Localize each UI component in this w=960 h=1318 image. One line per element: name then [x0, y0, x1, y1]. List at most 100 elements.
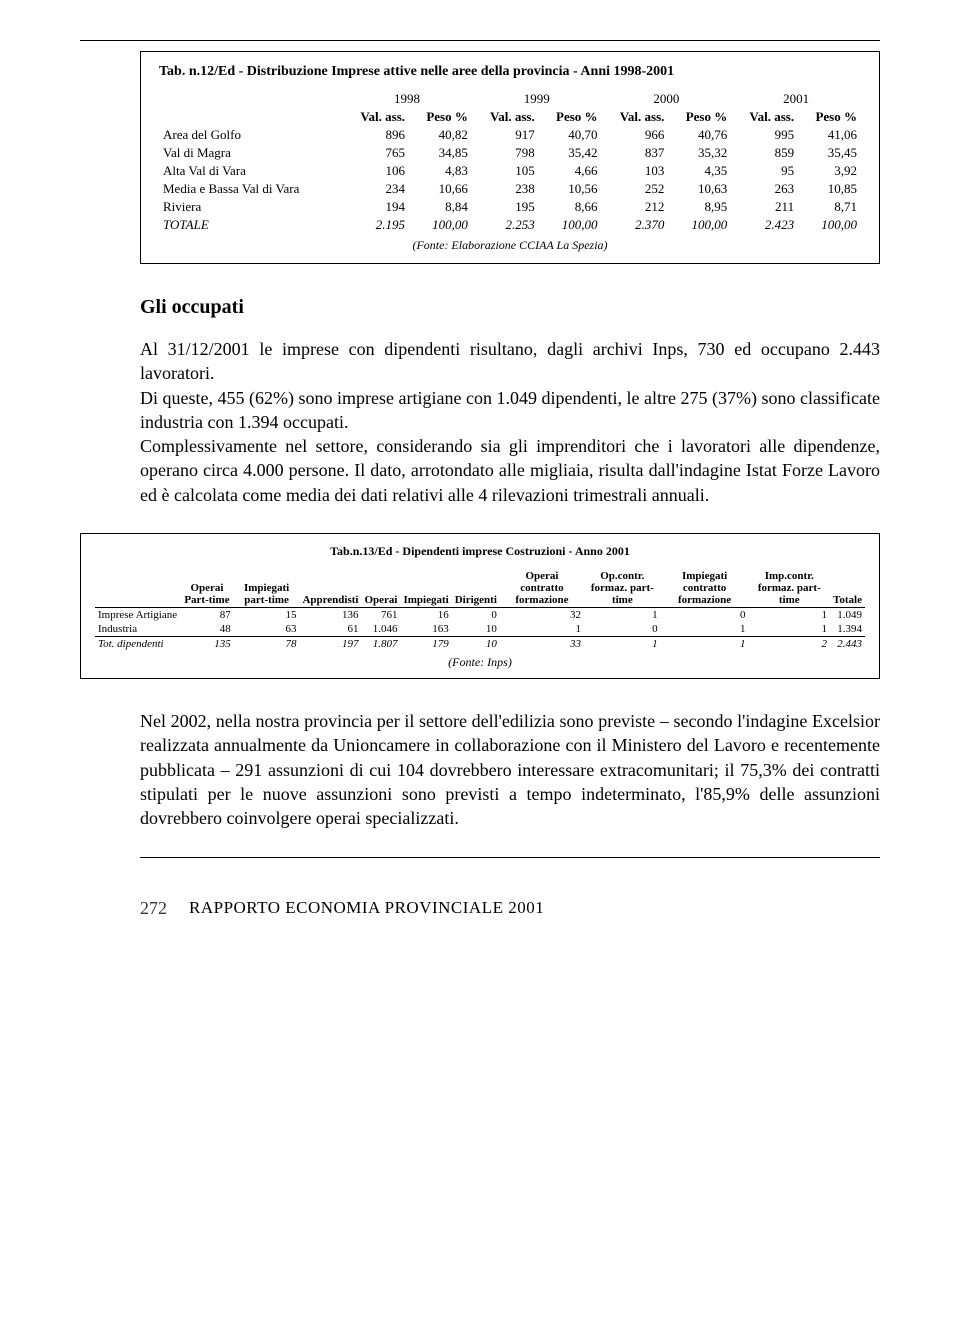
cell: 917 [472, 126, 539, 144]
cell: 238 [472, 180, 539, 198]
cell: 966 [602, 126, 669, 144]
cell: 0 [452, 608, 500, 623]
cell: 1.394 [830, 622, 865, 637]
cell: 761 [361, 608, 400, 623]
cell: 87 [180, 608, 234, 623]
cell: 3,92 [798, 162, 861, 180]
page-number: 272 [140, 898, 167, 919]
row-label: Area del Golfo [159, 126, 342, 144]
top-rule [80, 40, 880, 41]
table-row: Area del Golfo89640,8291740,7096640,7699… [159, 126, 861, 144]
table-row-total: TOTALE 2.195 100,00 2.253 100,00 2.370 1… [159, 216, 861, 234]
table-12-source: (Fonte: Elaborazione CCIAA La Spezia) [159, 238, 861, 253]
row-label: Media e Bassa Val di Vara [159, 180, 342, 198]
para-3: Complessivamente nel settore, consideran… [140, 436, 880, 505]
body-paragraphs: Al 31/12/2001 le imprese con dipendenti … [140, 337, 880, 507]
cell: 35,42 [539, 144, 602, 162]
table-13: Operai Part-time Impiegati part-time App… [95, 569, 865, 651]
cell: 837 [602, 144, 669, 162]
cell: 10,63 [668, 180, 731, 198]
cell: 163 [400, 622, 451, 637]
cell: 212 [602, 198, 669, 216]
cell: 859 [731, 144, 798, 162]
cell: 105 [472, 162, 539, 180]
cell: 263 [731, 180, 798, 198]
table-13-source: (Fonte: Inps) [95, 655, 865, 670]
cell: 798 [472, 144, 539, 162]
table-row: Industria4863611.0461631010111.394 [95, 622, 865, 637]
cell: 10,85 [798, 180, 861, 198]
cell: 106 [342, 162, 409, 180]
table-row: Alta Val di Vara1064,831054,661034,35953… [159, 162, 861, 180]
cell: 1 [584, 608, 661, 623]
cell: 61 [299, 622, 361, 637]
cell: 10 [452, 622, 500, 637]
cell: 136 [299, 608, 361, 623]
table-13-title: Tab.n.13/Ed - Dipendenti imprese Costruz… [95, 544, 865, 559]
table-row: Val di Magra76534,8579835,4283735,328593… [159, 144, 861, 162]
para-1: Al 31/12/2001 le imprese con dipendenti … [140, 339, 880, 383]
cell: 4,66 [539, 162, 602, 180]
cell: 995 [731, 126, 798, 144]
cell: 211 [731, 198, 798, 216]
table-row: Media e Bassa Val di Vara23410,6623810,5… [159, 180, 861, 198]
cell: 10,66 [409, 180, 472, 198]
cell: 0 [661, 608, 749, 623]
table-row: 1998 1999 2000 2001 [159, 90, 861, 108]
cell: 8,71 [798, 198, 861, 216]
table-row: Val. ass. Peso % Val. ass. Peso % Val. a… [159, 108, 861, 126]
cell: 48 [180, 622, 234, 637]
row-label: Val di Magra [159, 144, 342, 162]
table-row: Riviera1948,841958,662128,952118,71 [159, 198, 861, 216]
cell: 34,85 [409, 144, 472, 162]
table-row: Operai Part-time Impiegati part-time App… [95, 569, 865, 608]
cell: 35,32 [668, 144, 731, 162]
cell: 95 [731, 162, 798, 180]
cell: 8,84 [409, 198, 472, 216]
table-row-total: Tot. dipendenti 135 78 197 1.807 179 10 … [95, 637, 865, 652]
cell: 40,82 [409, 126, 472, 144]
table-13-frame: Tab.n.13/Ed - Dipendenti imprese Costruz… [80, 533, 880, 679]
para-4: Nel 2002, nella nostra provincia per il … [140, 709, 880, 830]
cell: 40,70 [539, 126, 602, 144]
cell: 1 [749, 622, 831, 637]
row-label: Alta Val di Vara [159, 162, 342, 180]
cell: 8,66 [539, 198, 602, 216]
cell: 1 [749, 608, 831, 623]
cell: 1.046 [361, 622, 400, 637]
cell: 4,83 [409, 162, 472, 180]
cell: 16 [400, 608, 451, 623]
cell: 1.049 [830, 608, 865, 623]
page: Tab. n.12/Ed - Distribuzione Imprese att… [0, 0, 960, 949]
cell: 15 [234, 608, 300, 623]
cell: 8,95 [668, 198, 731, 216]
cell: 1 [500, 622, 584, 637]
row-label: Riviera [159, 198, 342, 216]
cell: 63 [234, 622, 300, 637]
cell: 40,76 [668, 126, 731, 144]
cell: 35,45 [798, 144, 861, 162]
page-footer: 272 RAPPORTO ECONOMIA PROVINCIALE 2001 [140, 898, 880, 919]
cell: 103 [602, 162, 669, 180]
cell: 41,06 [798, 126, 861, 144]
cell: 194 [342, 198, 409, 216]
para-2: Di queste, 455 (62%) sono imprese artigi… [140, 388, 880, 432]
cell: 32 [500, 608, 584, 623]
section-heading: Gli occupati [140, 296, 880, 319]
cell: 10,56 [539, 180, 602, 198]
cell: 252 [602, 180, 669, 198]
table-12-title: Tab. n.12/Ed - Distribuzione Imprese att… [159, 64, 861, 80]
row-label: Imprese Artigiane [95, 608, 180, 623]
cell: 0 [584, 622, 661, 637]
row-label: Industria [95, 622, 180, 637]
bottom-rule [140, 857, 880, 858]
footer-title: RAPPORTO ECONOMIA PROVINCIALE 2001 [189, 898, 544, 918]
cell: 765 [342, 144, 409, 162]
cell: 1 [661, 622, 749, 637]
cell: 896 [342, 126, 409, 144]
cell: 195 [472, 198, 539, 216]
cell: 234 [342, 180, 409, 198]
table-12-frame: Tab. n.12/Ed - Distribuzione Imprese att… [140, 51, 880, 264]
table-12: 1998 1999 2000 2001 Val. ass. Peso % Val… [159, 90, 861, 234]
table-row: Imprese Artigiane8715136761160321011.049 [95, 608, 865, 623]
